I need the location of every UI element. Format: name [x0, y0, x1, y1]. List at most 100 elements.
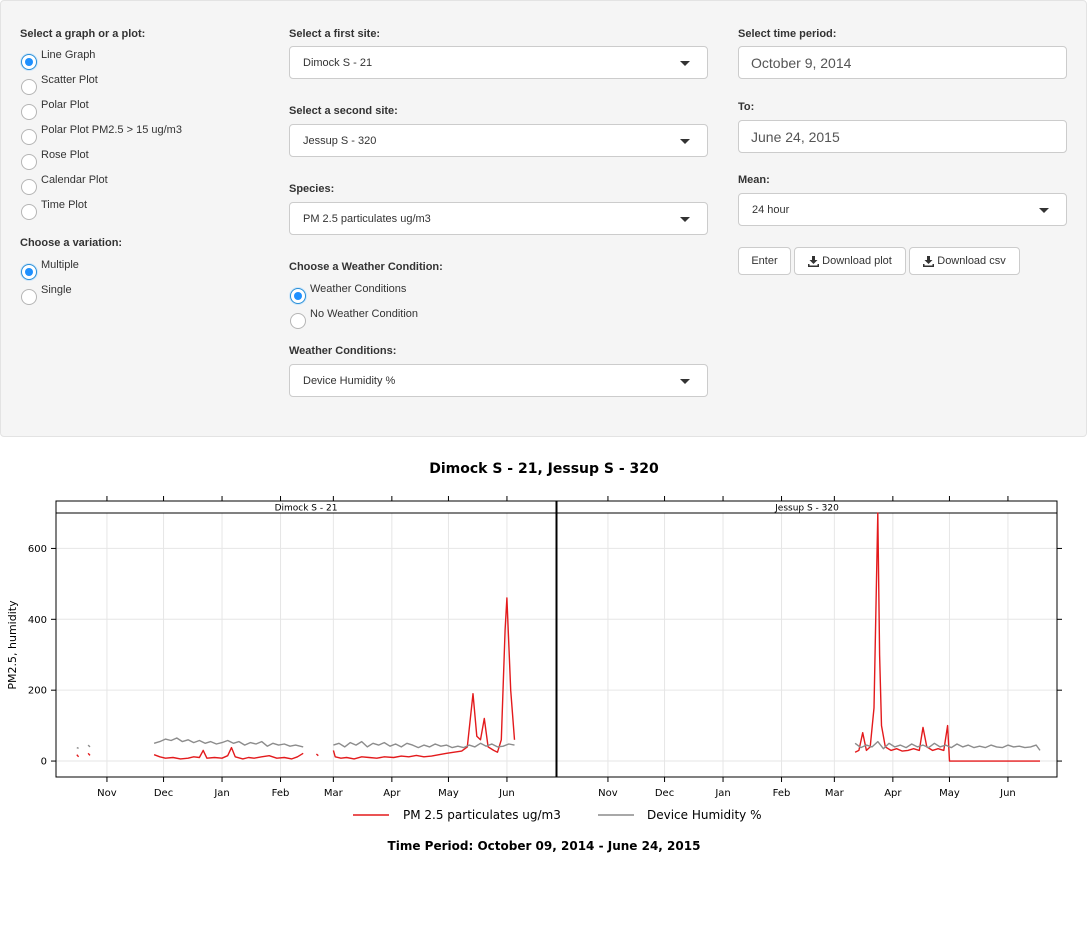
radio-button[interactable] — [21, 264, 37, 280]
graph-type-option[interactable]: Rose Plot — [21, 146, 89, 170]
controls-panel: Select a graph or a plot: Line Graph Scat… — [0, 0, 1087, 437]
weather-conditions-label: Weather Conditions: — [289, 345, 397, 357]
download-icon — [808, 255, 820, 267]
graph-type-option[interactable]: Line Graph — [21, 46, 95, 70]
end-date-input[interactable]: June 24, 2015 — [738, 120, 1067, 153]
x-tick-label: May — [939, 788, 960, 799]
weather-conditions-select[interactable]: Device Humidity % — [289, 364, 708, 397]
graph-type-option-label: Polar Plot PM2.5 > 15 ug/m3 — [41, 124, 182, 136]
pm25-line — [315, 753, 319, 757]
radio-button[interactable] — [21, 204, 37, 220]
x-tick-label: Apr — [884, 788, 902, 799]
variation-option[interactable]: Single — [21, 281, 72, 305]
variation-option-label: Single — [41, 284, 72, 296]
x-tick-label: Jan — [714, 788, 730, 799]
caret-down-icon — [680, 61, 690, 66]
panel-strip-label: Jessup S - 320 — [774, 504, 839, 514]
time-period-footer: Time Period: October 09, 2014 - June 24,… — [388, 839, 701, 853]
humidity-line — [87, 744, 91, 748]
download-plot-button[interactable]: Download plot — [794, 247, 906, 275]
pm25-line — [854, 512, 1040, 762]
second-site-label: Select a second site: — [289, 105, 398, 117]
graph-type-option-label: Rose Plot — [41, 149, 89, 161]
weather-conditions-value: Device Humidity % — [303, 374, 396, 387]
variation-option-label: Multiple — [41, 259, 79, 271]
radio-button[interactable] — [290, 288, 306, 304]
radio-button[interactable] — [21, 179, 37, 195]
y-tick-label: 0 — [41, 757, 47, 768]
y-tick-label: 600 — [28, 544, 47, 555]
graph-type-option-label: Line Graph — [41, 49, 96, 61]
variation-option[interactable]: Multiple — [21, 256, 79, 280]
pm25-line — [76, 754, 80, 758]
download-icon — [923, 255, 935, 267]
download-csv-button[interactable]: Download csv — [909, 247, 1020, 275]
radio-button[interactable] — [21, 54, 37, 70]
caret-down-icon — [680, 217, 690, 222]
graph-type-option-label: Scatter Plot — [41, 74, 98, 86]
mean-select[interactable]: 24 hour — [738, 193, 1067, 226]
first-site-select[interactable]: Dimock S - 21 — [289, 46, 708, 79]
radio-button[interactable] — [21, 289, 37, 305]
x-tick-label: Nov — [97, 788, 117, 799]
species-value: PM 2.5 particulates ug/m3 — [303, 212, 431, 225]
radio-button[interactable] — [21, 129, 37, 145]
variation-label: Choose a variation: — [20, 237, 123, 249]
to-label: To: — [738, 101, 755, 113]
x-tick-label: Jun — [999, 788, 1016, 799]
x-tick-label: Apr — [383, 788, 401, 799]
x-tick-label: Feb — [272, 788, 290, 799]
weather-option[interactable]: Weather Conditions — [290, 280, 406, 304]
caret-down-icon — [680, 379, 690, 384]
x-tick-label: Jun — [498, 788, 515, 799]
graph-type-option[interactable]: Polar Plot PM2.5 > 15 ug/m3 — [21, 121, 182, 145]
enter-button[interactable]: Enter — [738, 247, 791, 275]
radio-button[interactable] — [290, 313, 306, 329]
humidity-line — [153, 737, 304, 748]
x-tick-label: May — [438, 788, 459, 799]
second-site-value: Jessup S - 320 — [303, 134, 377, 147]
pm25-line — [87, 752, 91, 756]
radio-button[interactable] — [21, 104, 37, 120]
weather-option[interactable]: No Weather Condition — [290, 305, 418, 329]
panel-frame — [556, 500, 1058, 778]
mean-label: Mean: — [738, 174, 770, 186]
panel-strip-label: Dimock S - 21 — [275, 504, 338, 514]
graph-type-option-label: Calendar Plot — [41, 174, 108, 186]
caret-down-icon — [680, 139, 690, 144]
humidity-line — [854, 740, 1041, 751]
graph-type-label: Select a graph or a plot: — [20, 28, 146, 40]
download-plot-label: Download plot — [822, 255, 892, 267]
legend-label: PM 2.5 particulates ug/m3 — [403, 808, 561, 822]
pm25-line — [332, 597, 516, 760]
first-site-label: Select a first site: — [289, 28, 381, 40]
y-tick-label: 400 — [28, 615, 47, 626]
x-tick-label: Mar — [324, 788, 344, 799]
graph-type-option[interactable]: Scatter Plot — [21, 71, 98, 95]
line-chart: Dimock S - 21, Jessup S - 320 PM2.5, humi… — [6, 461, 1062, 853]
graph-type-option-label: Polar Plot — [41, 99, 89, 111]
species-select[interactable]: PM 2.5 particulates ug/m3 — [289, 202, 708, 235]
graph-type-option-label: Time Plot — [41, 199, 88, 211]
chart-title: Dimock S - 21, Jessup S - 320 — [429, 461, 659, 477]
radio-button[interactable] — [21, 79, 37, 95]
weather-option-label: Weather Conditions — [310, 283, 407, 295]
graph-type-option[interactable]: Polar Plot — [21, 96, 89, 120]
panel-frame — [55, 500, 557, 778]
start-date-input[interactable]: October 9, 2014 — [738, 46, 1067, 79]
radio-button[interactable] — [21, 154, 37, 170]
mean-value: 24 hour — [752, 203, 790, 216]
x-tick-label: Nov — [598, 788, 618, 799]
enter-button-label: Enter — [751, 255, 778, 267]
x-tick-label: Mar — [825, 788, 845, 799]
x-tick-label: Dec — [154, 788, 173, 799]
humidity-line — [76, 746, 79, 749]
x-tick-label: Feb — [773, 788, 791, 799]
y-axis-label: PM2.5, humidity — [6, 600, 19, 690]
time-period-label: Select time period: — [738, 28, 837, 40]
graph-type-option[interactable]: Calendar Plot — [21, 171, 108, 195]
second-site-select[interactable]: Jessup S - 320 — [289, 124, 708, 157]
graph-type-option[interactable]: Time Plot — [21, 196, 87, 220]
humidity-line — [333, 740, 515, 749]
x-tick-label: Jan — [213, 788, 229, 799]
